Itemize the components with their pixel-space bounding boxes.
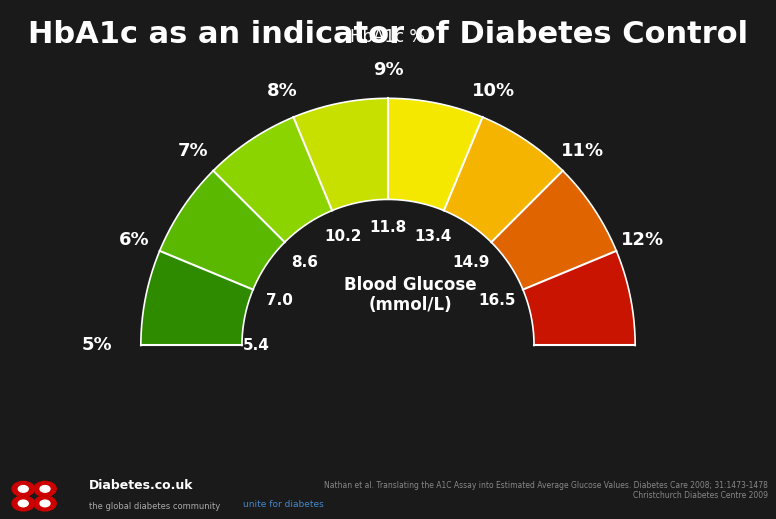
Wedge shape <box>491 171 616 290</box>
Text: 9%: 9% <box>372 61 404 79</box>
Text: 6%: 6% <box>119 231 149 249</box>
Text: Diabetes.co.uk: Diabetes.co.uk <box>89 479 194 492</box>
Text: 7%: 7% <box>178 142 209 160</box>
Wedge shape <box>213 117 332 242</box>
Text: 8%: 8% <box>267 82 298 100</box>
Circle shape <box>12 482 34 496</box>
Text: 10.2: 10.2 <box>324 229 362 244</box>
Text: Blood Glucose
(mmol/L): Blood Glucose (mmol/L) <box>345 276 476 315</box>
Wedge shape <box>388 98 483 211</box>
Text: HbA1c %: HbA1c % <box>351 28 425 46</box>
Wedge shape <box>523 251 636 346</box>
Text: 11%: 11% <box>561 142 605 160</box>
Circle shape <box>19 500 28 507</box>
Wedge shape <box>293 98 388 211</box>
Circle shape <box>19 486 28 492</box>
Text: the global diabetes community: the global diabetes community <box>89 501 220 511</box>
Circle shape <box>12 496 34 511</box>
Text: 5.4: 5.4 <box>243 338 270 353</box>
Wedge shape <box>140 251 253 346</box>
Text: HbA1c as an indicator of Diabetes Control: HbA1c as an indicator of Diabetes Contro… <box>28 20 748 49</box>
Text: 11.8: 11.8 <box>369 220 407 235</box>
Text: 7.0: 7.0 <box>265 293 293 308</box>
Text: 5%: 5% <box>82 336 113 354</box>
Wedge shape <box>444 117 563 242</box>
Text: 8.6: 8.6 <box>291 254 318 269</box>
Text: 16.5: 16.5 <box>478 293 516 308</box>
Circle shape <box>40 486 50 492</box>
Text: Nathan et al. Translating the A1C Assay into Estimated Average Glucose Values. D: Nathan et al. Translating the A1C Assay … <box>324 481 768 500</box>
Circle shape <box>34 496 56 511</box>
Circle shape <box>40 500 50 507</box>
Text: 12%: 12% <box>621 231 663 249</box>
Wedge shape <box>160 171 285 290</box>
Text: 14.9: 14.9 <box>452 254 490 269</box>
Circle shape <box>34 482 56 496</box>
Text: 10%: 10% <box>472 82 515 100</box>
Text: 13.4: 13.4 <box>414 229 452 244</box>
Text: unite for diabetes: unite for diabetes <box>243 500 324 509</box>
